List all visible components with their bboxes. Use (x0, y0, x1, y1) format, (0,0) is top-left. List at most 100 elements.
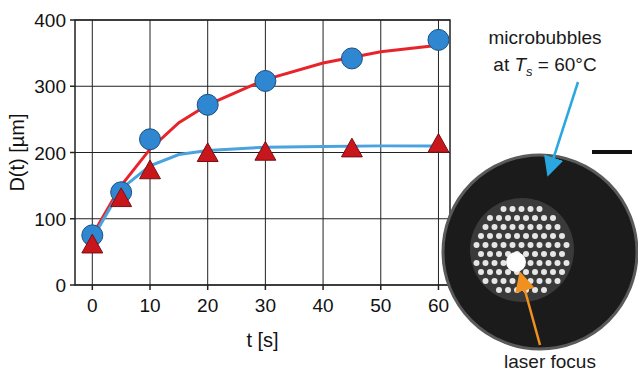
tick-label: 50 (370, 295, 391, 316)
tick-label: 200 (34, 143, 66, 164)
inset-photo (443, 152, 637, 349)
microbubble (532, 269, 538, 275)
microbubble (528, 224, 534, 230)
microbubble (483, 278, 489, 284)
microbubble (528, 260, 534, 266)
triangle-marker (140, 160, 161, 179)
microbubble (532, 287, 538, 293)
microbubble (492, 260, 498, 266)
annotation-part: at (493, 54, 514, 75)
microbubble (523, 269, 529, 275)
triangle-marker (197, 143, 218, 162)
microbubble (514, 287, 520, 293)
microbubble (546, 242, 552, 248)
tick-label: 100 (34, 209, 66, 230)
microbubble (487, 215, 493, 221)
microbubble (505, 287, 511, 293)
tick-label: 0 (87, 295, 98, 316)
microbubble (550, 251, 556, 257)
microbubble (537, 206, 543, 212)
microbubble (487, 269, 493, 275)
fit-line (92, 45, 438, 235)
microbubble (541, 233, 547, 239)
droplet (443, 155, 637, 349)
microbubble (541, 215, 547, 221)
bubble-region (470, 198, 574, 302)
microbubble (496, 251, 502, 257)
microbubble (483, 260, 489, 266)
microbubble (514, 215, 520, 221)
microbubble (510, 224, 516, 230)
microbubble (510, 206, 516, 212)
microbubble (510, 242, 516, 248)
microbubble (501, 242, 507, 248)
microbubble (478, 251, 484, 257)
microbubble (501, 206, 507, 212)
microbubble (564, 260, 570, 266)
microbubble (537, 224, 543, 230)
microbubble (523, 215, 529, 221)
tick-label: 20 (197, 295, 218, 316)
microbubble (483, 242, 489, 248)
annotation-part: = 60°C (533, 54, 597, 75)
marks (82, 29, 449, 253)
tick-label: 30 (255, 295, 276, 316)
tick-label: 10 (139, 295, 160, 316)
microbubble (541, 251, 547, 257)
microbubble (496, 269, 502, 275)
microbubble (474, 242, 480, 248)
microbubble (496, 287, 502, 293)
microbubble (555, 278, 561, 284)
triangle-marker (82, 234, 103, 253)
microbubble (492, 278, 498, 284)
tick-label: 300 (34, 76, 66, 97)
x-axis-label: t [s] (246, 329, 278, 351)
arrow (521, 276, 540, 345)
triangle-marker (341, 138, 362, 157)
microbubble (496, 215, 502, 221)
annotation: at Ts = 60°C (493, 54, 596, 79)
chart: 01020304050600100200300400t [s]D(t) [µm]… (0, 0, 638, 377)
microbubble (505, 215, 511, 221)
grid-line (75, 218, 450, 219)
microbubble (492, 242, 498, 248)
microbubble (483, 224, 489, 230)
microbubble (532, 215, 538, 221)
microbubble (559, 251, 565, 257)
microbubble (523, 233, 529, 239)
microbubble (546, 260, 552, 266)
microbubble (528, 206, 534, 212)
droplet-rim (443, 155, 637, 349)
microbubble (550, 269, 556, 275)
microbubble (505, 233, 511, 239)
microbubble (496, 233, 502, 239)
microbubble (555, 242, 561, 248)
triangle-marker (111, 188, 132, 207)
tick-label: 40 (313, 295, 334, 316)
microbubble (532, 251, 538, 257)
arrow (549, 82, 578, 172)
microbubble (550, 215, 556, 221)
microbubble (555, 224, 561, 230)
microbubble (510, 278, 516, 284)
microbubble (559, 233, 565, 239)
microbubble (537, 278, 543, 284)
tick-label: 60 (428, 295, 449, 316)
microbubble (519, 206, 525, 212)
microbubble (501, 224, 507, 230)
microbubble (537, 242, 543, 248)
microbubble (541, 269, 547, 275)
tick-label: 0 (55, 275, 66, 296)
scale-bar (592, 150, 632, 154)
microbubble (541, 287, 547, 293)
triangle-marker (428, 134, 449, 153)
plot-frame (75, 20, 450, 285)
circle-marker (428, 29, 449, 50)
circle-marker (140, 129, 161, 150)
triangle-marker (255, 142, 276, 161)
microbubble (474, 260, 480, 266)
microbubble (537, 260, 543, 266)
annotation: microbubbles (489, 27, 602, 48)
microbubble (532, 233, 538, 239)
circle-marker (341, 48, 362, 69)
